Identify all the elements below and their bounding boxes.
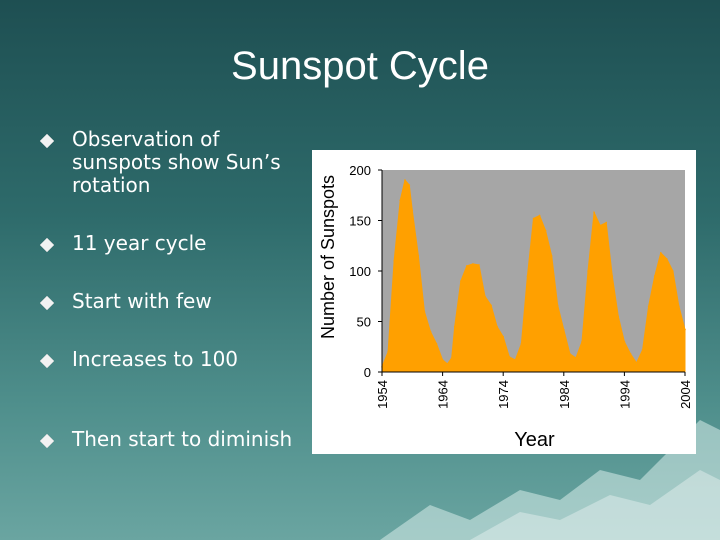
data-point <box>496 325 498 328</box>
data-point <box>478 264 480 266</box>
data-point <box>647 305 650 308</box>
data-point <box>514 359 517 361</box>
bullet-text: 11 year cycle <box>72 231 207 255</box>
data-point <box>575 357 577 359</box>
data-point <box>587 270 589 272</box>
x-tick-label: 1954 <box>375 380 390 409</box>
diamond-bullet-icon <box>40 434 54 448</box>
diamond-bullet-icon <box>40 238 54 252</box>
data-point <box>599 224 601 227</box>
data-point <box>408 184 411 186</box>
data-point <box>429 330 432 333</box>
y-tick-label: 200 <box>349 163 371 178</box>
data-point <box>653 275 656 277</box>
bullet-text: Observation of sunspots show Sun’s rotat… <box>72 127 281 197</box>
data-point <box>411 209 414 212</box>
chart-svg: 0 50 100 150 200 1954 1964 1974 1984 1994 2004 Year… <box>318 163 693 451</box>
data-point <box>423 310 426 313</box>
data-point <box>611 275 614 277</box>
bullet-text: Increases to 100 <box>72 347 239 371</box>
y-axis-title: Number of Sunspots <box>318 175 338 339</box>
data-point <box>441 359 444 361</box>
data-point <box>569 353 571 355</box>
data-point <box>417 255 420 257</box>
data-point <box>544 229 547 232</box>
data-point <box>526 275 529 277</box>
sunspot-chart: 0 50 100 150 200 1954 1964 1974 1984 1994 2004 Year… <box>312 150 696 454</box>
data-point <box>460 280 462 282</box>
bullet-text: Then start to diminish <box>72 427 293 451</box>
diamond-bullet-icon <box>40 134 54 148</box>
x-tick-label: 1974 <box>496 380 511 409</box>
x-tick-label: 1994 <box>617 380 632 409</box>
data-point <box>660 252 662 254</box>
data-point <box>684 328 686 331</box>
data-point <box>435 342 438 345</box>
data-point <box>635 362 638 364</box>
data-point <box>617 315 620 318</box>
y-tick-label: 50 <box>357 315 371 330</box>
data-point <box>605 221 607 224</box>
x-tick-label: 2004 <box>678 380 693 409</box>
data-point <box>453 325 456 328</box>
data-point <box>672 270 674 272</box>
data-point <box>508 356 511 358</box>
data-point <box>446 363 449 365</box>
x-axis-title: Year <box>514 429 555 451</box>
data-point <box>581 340 583 343</box>
data-point <box>490 304 492 307</box>
diamond-bullet-icon <box>40 296 54 310</box>
data-point <box>466 265 468 267</box>
data-point <box>472 263 474 265</box>
x-tick-label: 1964 <box>436 380 451 409</box>
data-point <box>641 349 644 351</box>
data-point <box>520 342 523 345</box>
data-point <box>393 260 395 262</box>
sunspot-area-series <box>381 179 686 373</box>
data-point <box>399 199 401 202</box>
diamond-bullet-icon <box>40 354 54 368</box>
y-tick-label: 150 <box>349 214 371 229</box>
data-point <box>678 305 680 308</box>
data-point <box>629 353 632 355</box>
data-point <box>666 258 668 260</box>
data-point <box>538 214 541 217</box>
y-tick-label: 0 <box>364 365 371 380</box>
data-point <box>563 328 565 331</box>
data-point <box>623 340 626 343</box>
data-point <box>484 295 486 298</box>
data-point <box>404 179 406 181</box>
data-point <box>450 357 453 359</box>
slide-title: Sunspot Cycle <box>231 44 489 88</box>
data-point <box>387 351 389 353</box>
data-point <box>556 304 559 307</box>
y-tick-label: 100 <box>349 264 371 279</box>
data-point <box>532 217 535 220</box>
data-point <box>550 255 553 257</box>
bullet-text: Start with few <box>72 289 212 313</box>
x-tick-label: 1984 <box>557 380 572 409</box>
data-point <box>502 335 504 338</box>
data-point <box>593 211 595 214</box>
